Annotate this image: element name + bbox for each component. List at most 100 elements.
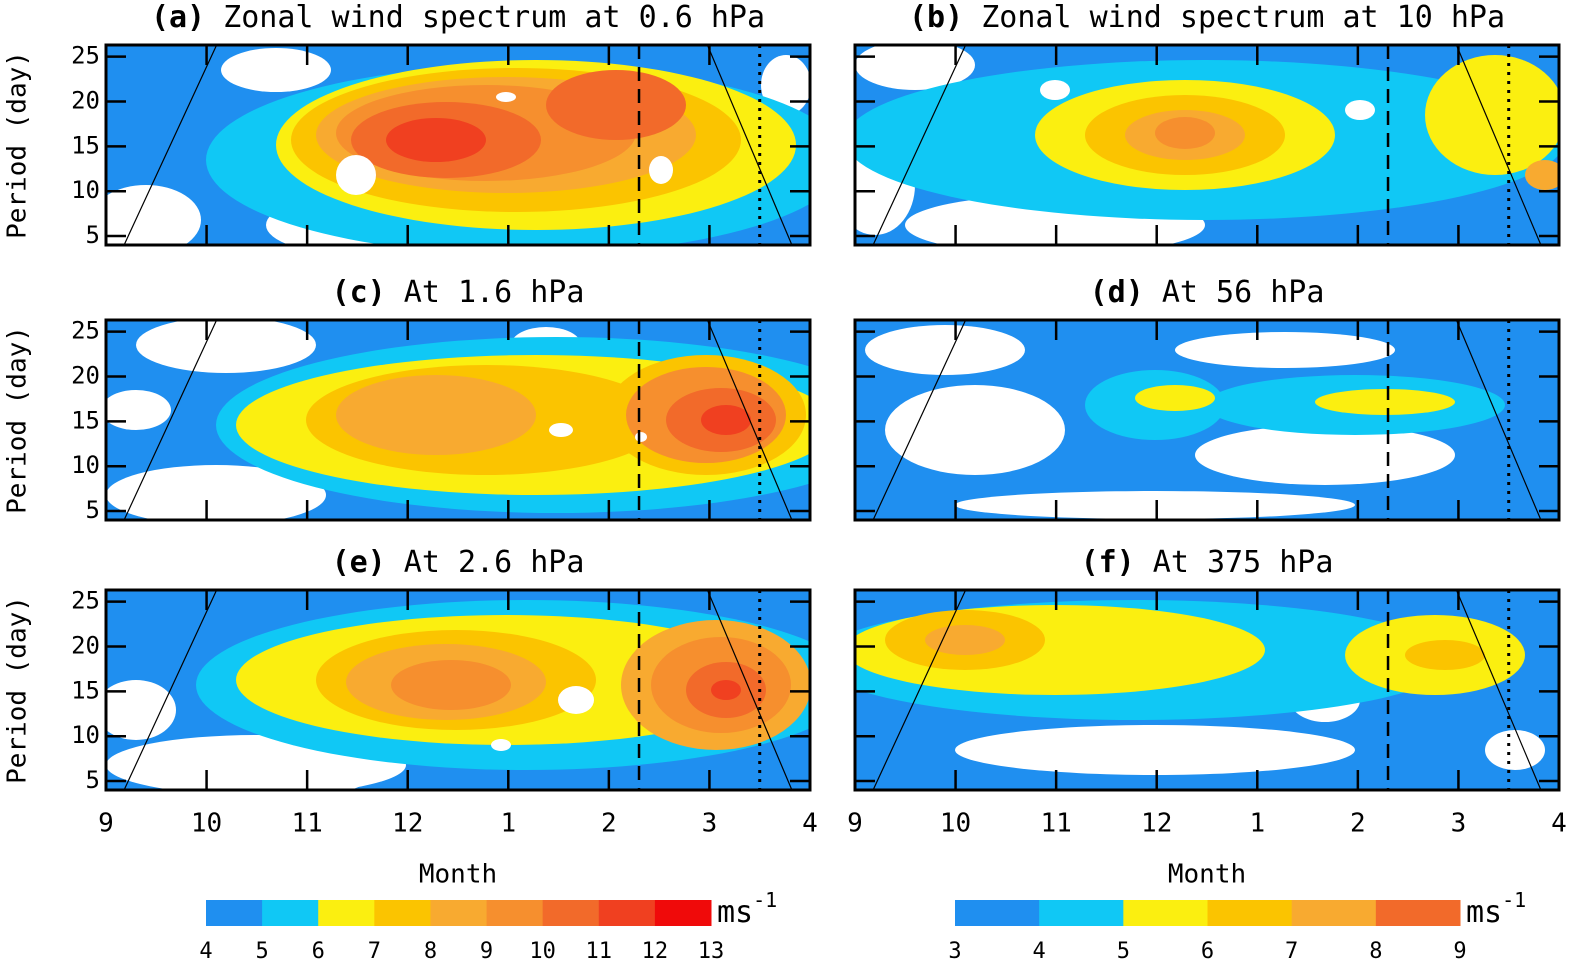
colorbar-label: 5 <box>1117 939 1130 964</box>
x-tick-label: 1 <box>500 809 516 839</box>
reference-line <box>1455 319 1542 521</box>
y-tick-label: 25 <box>71 317 100 345</box>
y-tick-label: 25 <box>71 42 100 70</box>
reference-line <box>706 319 793 521</box>
x-tick-label: 2 <box>1350 809 1366 839</box>
y-tick-label: 10 <box>71 721 100 749</box>
colorbar-label: 5 <box>255 939 268 964</box>
colorbar-label: 4 <box>199 939 212 964</box>
x-tick-label: 12 <box>1141 809 1172 839</box>
y-tick-label: 20 <box>71 362 100 390</box>
x-tick-label: 4 <box>802 809 818 839</box>
reference-line <box>706 44 793 246</box>
reference-line <box>123 319 218 521</box>
panel-label: (d) <box>1090 275 1144 310</box>
reference-line <box>1455 589 1542 791</box>
panel-title: (c) At 1.6 hPa <box>332 275 585 310</box>
colorbar-swatch <box>486 900 544 926</box>
x-tick-label: 1 <box>1249 809 1265 839</box>
unit: ms <box>717 895 753 930</box>
title-text: Zonal wind spectrum at 0.6 hPa <box>205 0 765 35</box>
colorbar-label: 9 <box>480 939 493 964</box>
reference-line <box>1455 44 1542 246</box>
y-tick-label: 5 <box>86 221 100 249</box>
panel-title: (a) Zonal wind spectrum at 0.6 hPa <box>151 0 765 35</box>
colorbar-label: 6 <box>1201 939 1214 964</box>
y-axis-label: Period (day) <box>3 51 33 239</box>
colorbar-swatch <box>654 900 712 926</box>
colorbar-label: 9 <box>1453 939 1466 964</box>
colorbar-swatch <box>1207 900 1293 926</box>
colorbar-swatch <box>1123 900 1208 926</box>
y-tick-label: 5 <box>86 766 100 794</box>
contour-fill <box>855 45 1559 245</box>
panel-label: (f) <box>1081 545 1135 580</box>
panel-title: (b) Zonal wind spectrum at 10 hPa <box>909 0 1505 35</box>
x-tick-label: 3 <box>1451 809 1467 839</box>
contour-fill <box>855 320 1559 520</box>
y-axis-label: Period (day) <box>3 596 33 784</box>
title-text: At 56 hPa <box>1144 275 1325 310</box>
y-tick-label: 15 <box>71 131 100 159</box>
x-tick-label: 3 <box>702 809 718 839</box>
colorbar-label: 12 <box>642 939 669 964</box>
x-tick-label: 12 <box>392 809 423 839</box>
y-tick-label: 15 <box>71 676 100 704</box>
colorbar-unit: ms-1 <box>1466 888 1526 930</box>
x-tick-label: 9 <box>98 809 114 839</box>
y-tick-label: 10 <box>71 451 100 479</box>
colorbar-swatch <box>1039 900 1124 926</box>
reference-line <box>872 319 967 521</box>
panel-label: (c) <box>332 275 386 310</box>
colorbar-unit: ms-1 <box>717 888 777 930</box>
panel-title: (e) At 2.6 hPa <box>332 545 585 580</box>
colorbar-label: 8 <box>1369 939 1382 964</box>
panel-label: (e) <box>332 545 386 580</box>
title-text: At 1.6 hPa <box>386 275 585 310</box>
reference-line <box>872 589 967 791</box>
colorbar-label: 13 <box>698 939 725 964</box>
plot-frame <box>104 588 812 792</box>
unit-exponent: -1 <box>1502 888 1526 912</box>
y-tick-label: 20 <box>71 632 100 660</box>
colorbar-label: 3 <box>948 939 961 964</box>
panel-title: (f) At 375 hPa <box>1081 545 1334 580</box>
contour-fill <box>106 590 810 790</box>
reference-line <box>123 44 218 246</box>
x-tick-label: 2 <box>601 809 617 839</box>
contour-fill <box>106 320 810 520</box>
contour-fill <box>106 45 810 245</box>
colorbar-swatch <box>262 900 319 926</box>
unit-exponent: -1 <box>753 888 777 912</box>
y-tick-label: 10 <box>71 176 100 204</box>
colorbar-label: 7 <box>1285 939 1298 964</box>
colorbar-label: 11 <box>586 939 613 964</box>
colorbar-swatch <box>1375 900 1461 926</box>
reference-line <box>123 589 218 791</box>
colorbar-swatch <box>955 900 1040 926</box>
panel-label: (b) <box>909 0 963 35</box>
colorbar-label: 8 <box>424 939 437 964</box>
unit: ms <box>1466 895 1502 930</box>
reference-line <box>706 589 793 791</box>
plot-frame <box>853 43 1561 247</box>
title-text: Zonal wind spectrum at 10 hPa <box>963 0 1505 35</box>
title-text: At 375 hPa <box>1135 545 1334 580</box>
colorbar-label: 4 <box>1033 939 1046 964</box>
colorbar-swatch <box>374 900 431 926</box>
x-axis-label: Month <box>419 860 497 890</box>
contour-fill <box>855 590 1559 790</box>
x-tick-label: 11 <box>1040 809 1071 839</box>
plot-frame <box>104 318 812 522</box>
colorbar-swatch <box>206 900 263 926</box>
panel-title: (d) At 56 hPa <box>1090 275 1325 310</box>
reference-line <box>872 44 967 246</box>
colorbar-swatch <box>598 900 656 926</box>
colorbar-label: 6 <box>312 939 325 964</box>
panel-label: (a) <box>151 0 205 35</box>
colorbar-swatch <box>1291 900 1377 926</box>
x-tick-label: 11 <box>291 809 322 839</box>
plot-frame <box>104 43 812 247</box>
plot-frame <box>853 318 1561 522</box>
y-axis-label: Period (day) <box>3 326 33 514</box>
